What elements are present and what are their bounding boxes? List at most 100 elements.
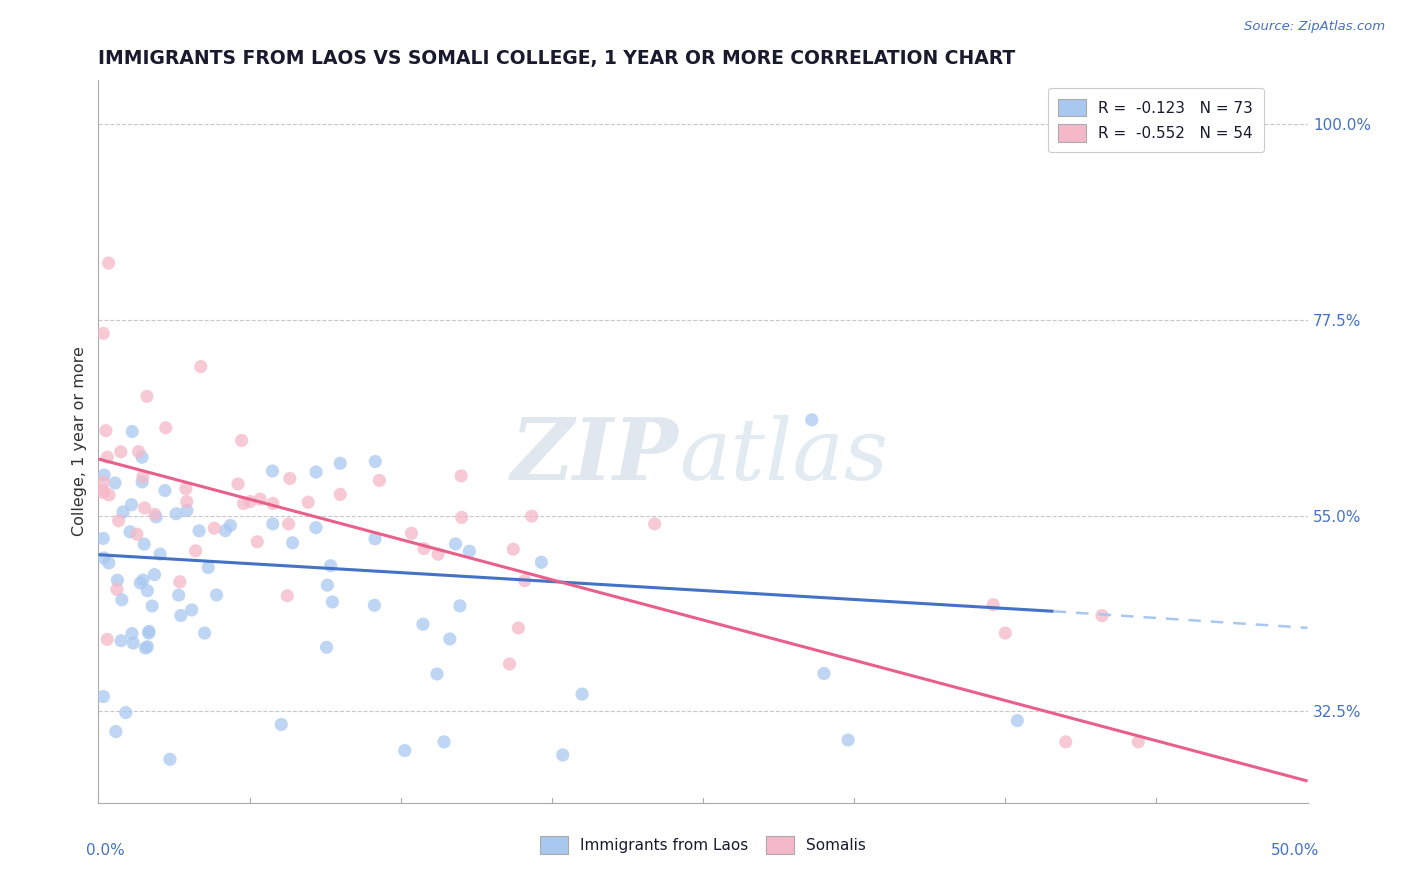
Point bbox=[94, 424, 117, 438]
Point bbox=[426, 667, 449, 681]
Point bbox=[551, 747, 574, 762]
Point bbox=[278, 471, 301, 485]
Point bbox=[231, 434, 253, 448]
Point bbox=[262, 496, 284, 510]
Point bbox=[167, 588, 190, 602]
Point bbox=[97, 556, 120, 570]
Point bbox=[110, 444, 132, 458]
Point bbox=[401, 526, 423, 541]
Point bbox=[800, 413, 823, 427]
Point bbox=[91, 485, 114, 500]
Point bbox=[153, 483, 176, 498]
Point bbox=[321, 595, 343, 609]
Text: IMMIGRANTS FROM LAOS VS SOMALI COLLEGE, 1 YEAR OR MORE CORRELATION CHART: IMMIGRANTS FROM LAOS VS SOMALI COLLEGE, … bbox=[98, 48, 1015, 68]
Point bbox=[136, 389, 159, 403]
Point bbox=[262, 464, 284, 478]
Point bbox=[136, 640, 159, 654]
Point bbox=[176, 503, 198, 517]
Point bbox=[644, 516, 666, 531]
Point bbox=[134, 640, 156, 655]
Point bbox=[165, 507, 187, 521]
Point bbox=[319, 558, 342, 573]
Point bbox=[149, 547, 172, 561]
Point bbox=[530, 555, 553, 569]
Point bbox=[297, 495, 319, 509]
Point bbox=[114, 706, 136, 720]
Point bbox=[427, 547, 450, 561]
Point bbox=[329, 487, 352, 501]
Text: 50.0%: 50.0% bbox=[1271, 843, 1320, 857]
Point bbox=[214, 524, 236, 538]
Text: Source: ZipAtlas.com: Source: ZipAtlas.com bbox=[1244, 20, 1385, 33]
Point bbox=[141, 599, 163, 613]
Point bbox=[249, 492, 271, 507]
Point bbox=[412, 617, 434, 632]
Point bbox=[107, 514, 129, 528]
Legend: Immigrants from Laos, Somalis: Immigrants from Laos, Somalis bbox=[534, 830, 872, 860]
Point bbox=[136, 583, 159, 598]
Point bbox=[202, 521, 225, 535]
Point bbox=[91, 475, 114, 489]
Point bbox=[277, 516, 299, 531]
Point bbox=[110, 633, 132, 648]
Point bbox=[232, 497, 254, 511]
Point bbox=[520, 509, 543, 524]
Point bbox=[226, 477, 249, 491]
Point bbox=[276, 589, 298, 603]
Point bbox=[1128, 735, 1150, 749]
Point bbox=[93, 550, 115, 565]
Point bbox=[315, 640, 337, 655]
Point bbox=[96, 450, 118, 465]
Point bbox=[96, 632, 118, 647]
Point bbox=[128, 444, 150, 458]
Point bbox=[121, 626, 143, 640]
Point bbox=[125, 527, 148, 541]
Point bbox=[91, 483, 114, 497]
Point bbox=[121, 425, 143, 439]
Point bbox=[111, 592, 134, 607]
Point bbox=[571, 687, 593, 701]
Point bbox=[394, 743, 416, 757]
Point bbox=[131, 475, 153, 489]
Point bbox=[98, 488, 121, 502]
Point bbox=[433, 735, 456, 749]
Point bbox=[104, 475, 127, 490]
Point bbox=[368, 474, 391, 488]
Point bbox=[138, 624, 160, 639]
Point bbox=[305, 465, 328, 479]
Point bbox=[190, 359, 212, 374]
Point bbox=[169, 574, 191, 589]
Point bbox=[197, 560, 219, 574]
Point bbox=[97, 256, 120, 270]
Point bbox=[837, 733, 859, 747]
Point bbox=[143, 567, 166, 582]
Point bbox=[363, 599, 385, 613]
Point bbox=[132, 573, 155, 587]
Point bbox=[180, 603, 202, 617]
Point bbox=[118, 524, 141, 539]
Text: 0.0%: 0.0% bbox=[86, 843, 125, 857]
Point bbox=[246, 534, 269, 549]
Text: atlas: atlas bbox=[679, 415, 889, 498]
Point bbox=[132, 470, 155, 484]
Point bbox=[105, 582, 128, 597]
Text: ZIP: ZIP bbox=[510, 414, 679, 498]
Point bbox=[129, 576, 152, 591]
Point bbox=[93, 468, 115, 483]
Point bbox=[498, 657, 520, 671]
Point bbox=[281, 536, 304, 550]
Point bbox=[112, 505, 135, 519]
Point bbox=[364, 454, 387, 468]
Point bbox=[813, 666, 835, 681]
Point bbox=[450, 469, 472, 483]
Point bbox=[143, 508, 166, 522]
Point bbox=[205, 588, 228, 602]
Point bbox=[239, 494, 262, 508]
Point bbox=[170, 608, 193, 623]
Point bbox=[329, 456, 352, 470]
Point bbox=[450, 510, 472, 524]
Point bbox=[262, 516, 284, 531]
Point bbox=[134, 537, 156, 551]
Point bbox=[93, 690, 115, 704]
Point bbox=[122, 636, 145, 650]
